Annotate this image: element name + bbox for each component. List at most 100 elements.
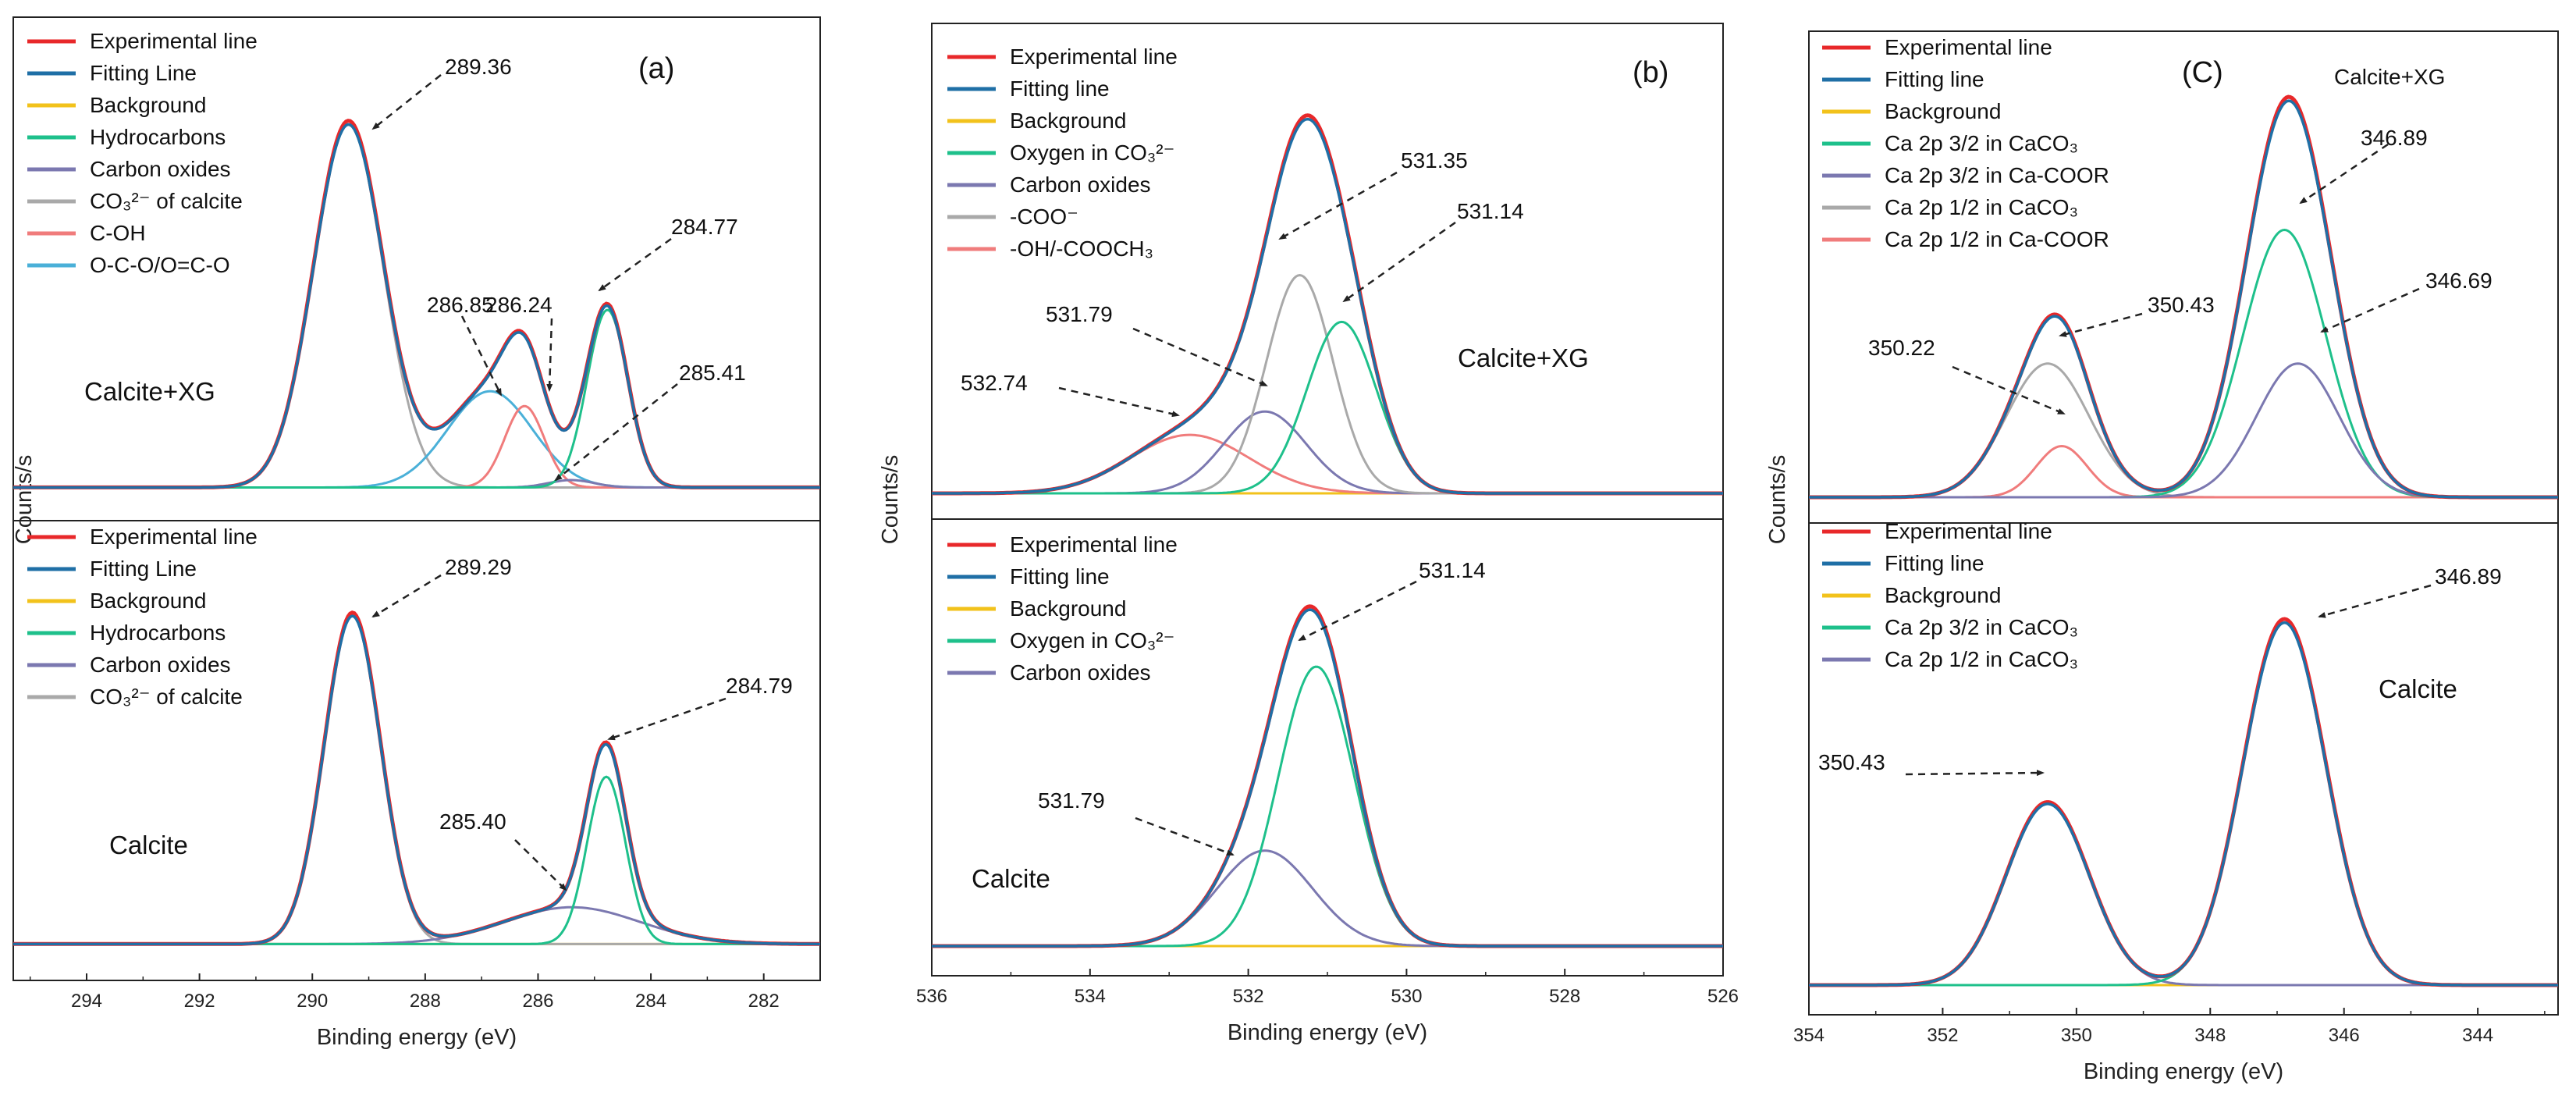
legend-label: CO₃²⁻ of calcite [90,189,243,213]
y-axis-title: Counts/s [12,455,37,544]
peak-annotation: 289.36 [445,55,512,79]
annotation-arrow [607,697,727,741]
legend-label: Carbon oxides [90,157,231,181]
legend-label: Fitting line [1885,551,1984,575]
legend-label: Fitting line [1010,564,1110,589]
legend-label: Background [1010,596,1126,621]
peak-annotation: 350.43 [2148,293,2215,317]
sample-label: Calcite+XG [84,377,215,406]
x-tick-label: 532 [1233,986,1264,1007]
subplot-a-1: Experimental line Fitting Line Background H… [13,29,820,489]
legend-label: C-OH [90,221,146,245]
subplot-c-1: Experimental line Fitting line Background C… [1809,35,2558,500]
legend-label: Background [90,93,206,117]
annotation-arrow [1278,171,1398,240]
x-tick-label: 290 [297,991,328,1012]
subplot-c-2: Experimental line Fitting line Background C… [1809,519,2558,987]
legend-label: Background [90,589,206,613]
peak-annotation: 289.29 [445,555,512,579]
component-peak [932,433,1723,495]
fitting-line [13,123,820,489]
fitting-line [1809,99,2558,499]
panel-b: (b) Counts/s 536 534 532 530 528 526 Binding ene… [878,23,1739,1045]
component-peak [932,410,1723,495]
component-peak [1809,444,2558,499]
x-tick-label: 350 [2061,1025,2092,1046]
peak-annotation: 350.43 [1818,750,1885,774]
peak-annotation: 285.41 [679,361,746,385]
annotation-arrow [1135,816,1235,856]
peak-annotation: 532.74 [961,371,1028,395]
peak-annotation: 284.77 [671,215,738,239]
x-tick-label: 286 [522,991,553,1012]
x-axis-title: Binding energy (eV) [317,1025,517,1050]
annotation-arrow [371,74,442,130]
sample-label: Calcite [972,864,1050,893]
y-axis-title: Counts/s [878,455,903,544]
annotation-arrow [554,383,678,482]
subplot-a-2: Experimental line Fitting Line Background H… [13,525,820,946]
legend-label: CO₃²⁻ of calcite [90,685,243,709]
legend-label: Ca 2p 3/2 in Ca-COOR [1885,163,2109,187]
legend-label: Experimental line [1885,519,2052,543]
y-axis-title: Counts/s [1765,455,1790,544]
annotation-arrow [1342,221,1456,303]
x-tick-label: 528 [1549,986,1580,1007]
legend-label: Oxygen in CO₃²⁻ [1010,141,1174,165]
legend-label: Experimental line [1010,532,1178,557]
annotation-arrow [2318,584,2432,618]
legend-label: Background [1885,99,2001,123]
panel-c: (C) Counts/s 354 352 350 348 346 344 Binding ene… [1765,30,2559,1084]
panel-label: (C) [2182,56,2223,89]
annotation-arrow [2299,143,2389,205]
legend-label: O-C-O/O=C-O [90,253,230,277]
legend-label: Oxygen in CO₃²⁻ [1010,628,1174,653]
subplot-b-2: Experimental line Fitting line Background O… [932,532,1723,948]
x-tick-label: 294 [71,991,102,1012]
annotation-arrow [598,237,672,292]
panel-label: (a) [638,52,674,85]
x-tick-label: 284 [635,991,666,1012]
x-tick-label: 344 [2462,1025,2493,1046]
x-tick-label: 346 [2329,1025,2360,1046]
peak-annotation: 286.24 [485,293,553,317]
x-tick-label: 348 [2194,1025,2226,1046]
legend-label: Fitting line [1010,76,1110,101]
x-tick-label: 352 [1927,1025,1958,1046]
annotation-arrow [371,574,442,618]
legend-label: -OH/-COOCH₃ [1010,237,1153,261]
annotation-arrow [1298,580,1417,642]
peak-annotation: 531.14 [1457,199,1524,223]
legend-label: Fitting Line [90,557,197,581]
annotation-arrow [1952,365,2066,415]
legend-label: Carbon oxides [90,653,231,677]
peak-annotation: 285.40 [439,809,506,834]
annotation-arrow [546,318,553,392]
x-tick-label: 534 [1075,986,1106,1007]
legend-label: Ca 2p 1/2 in Ca-COOR [1885,227,2109,251]
x-tick-label: 288 [410,991,441,1012]
peak-annotation: 346.69 [2425,269,2493,293]
peak-annotation: 350.22 [1868,336,1935,360]
legend-label: Background [1010,109,1126,133]
annotation-arrow [460,315,503,397]
peak-annotation: 286.85 [427,293,494,317]
peak-annotation: 531.79 [1046,302,1113,326]
fitting-line [13,614,820,946]
x-axis-title: Binding energy (eV) [2084,1059,2283,1084]
x-tick-label: 530 [1391,986,1422,1007]
legend-label: Experimental line [1010,44,1178,69]
x-tick-label: 292 [184,991,215,1012]
legend-label: Carbon oxides [1010,173,1151,197]
legend-label: Hydrocarbons [90,125,226,149]
peak-annotation: 531.79 [1038,788,1105,813]
component-peak [932,849,1723,948]
panel-a: (a) Counts/s 294 292 290 288 286 284 282 Binding … [12,16,821,1050]
x-axis-title: Binding energy (eV) [1228,1020,1427,1045]
sample-label: Calcite+XG [1458,343,1589,372]
annotation-arrow [1905,770,2045,777]
sample-label: Calcite+XG [2334,65,2445,89]
panel-a-bottom-frame [12,520,821,981]
subplot-b-1: Experimental line Fitting line Background O… [932,44,1723,496]
fitting-line [932,117,1723,495]
